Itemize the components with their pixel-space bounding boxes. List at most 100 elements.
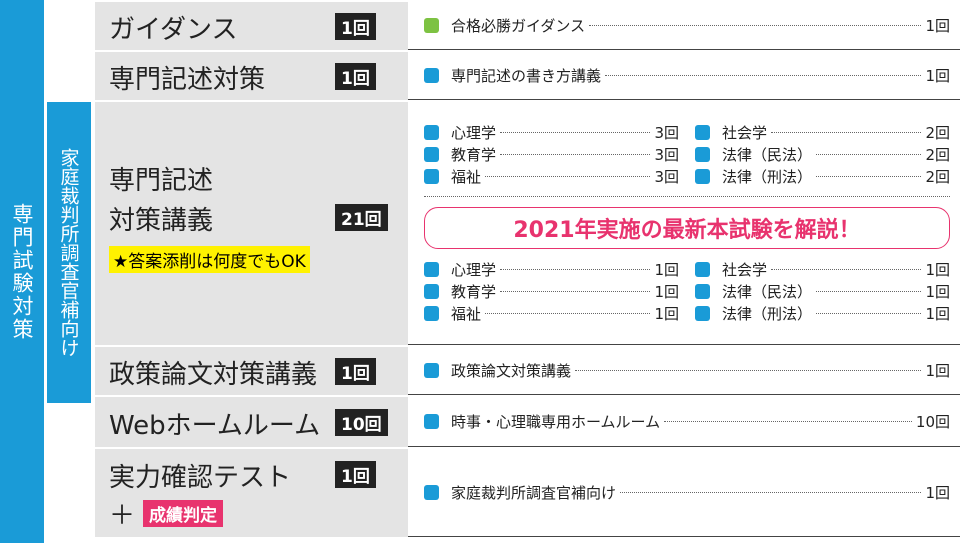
leader	[605, 75, 922, 76]
item-name: 法律（民法）	[722, 146, 813, 164]
row-title: 政策論文対策講義	[109, 360, 318, 390]
leader	[500, 154, 651, 155]
item: 政策論文対策講義 1回	[424, 360, 950, 382]
leader	[500, 132, 651, 133]
item: 時事・心理職専用ホームルーム 10回	[424, 411, 950, 433]
row-content: 家庭裁判所調査官補向け 1回	[408, 449, 960, 537]
item: 教育学 1回	[424, 281, 679, 303]
item-name: 時事・心理職専用ホームルーム	[451, 413, 661, 431]
sub-sidebar-label: 家庭裁判所調査官補向け	[57, 148, 80, 357]
marker	[424, 68, 439, 83]
marker	[424, 169, 439, 184]
note: ★答案添削は何度でもOK	[109, 246, 310, 273]
leader	[589, 25, 922, 26]
item-name: 家庭裁判所調査官補向け	[451, 484, 617, 502]
item-name: 法律（刑法）	[722, 305, 813, 323]
item: 福祉 1回	[424, 303, 679, 325]
row-title: 対策講義	[109, 206, 214, 236]
item-grid: 心理学 3回 社会学 2回 教育学 3回 法律（民法） 2回 福祉 3回 法律（刑法） 2回	[424, 122, 950, 188]
row: Webホームルーム 10回 時事・心理職専用ホームルーム 10回	[95, 397, 960, 447]
marker	[695, 169, 710, 184]
item-name: 専門記述の書き方講義	[451, 67, 602, 85]
marker	[424, 306, 439, 321]
item-name: 心理学	[451, 124, 497, 142]
row: 政策論文対策講義 1回 政策論文対策講義 1回	[95, 347, 960, 395]
item: 家庭裁判所調査官補向け 1回	[424, 482, 950, 504]
item-count: 1回	[654, 283, 679, 301]
row: 実力確認テスト 1回 ＋ 成績判定 家庭裁判所調査官補向け 1回	[95, 449, 960, 537]
row-content: 時事・心理職専用ホームルーム 10回	[408, 397, 960, 447]
item-count: 1回	[925, 67, 950, 85]
count-badge: 1回	[335, 358, 376, 385]
row-header: 専門記述 対策講義 21回 ★答案添削は何度でもOK	[95, 102, 408, 345]
row-content: 政策論文対策講義 1回	[408, 347, 960, 395]
item-count: 3回	[654, 146, 679, 164]
count-badge: 21回	[335, 204, 388, 231]
leader	[500, 291, 651, 292]
row: ガイダンス 1回 合格必勝ガイダンス 1回	[95, 2, 960, 50]
marker	[424, 18, 439, 33]
leader	[485, 313, 651, 314]
sidebar: 専門試験対策	[0, 0, 44, 543]
item: 合格必勝ガイダンス 1回	[424, 15, 950, 37]
row-title: Webホームルーム	[109, 411, 321, 441]
marker	[424, 485, 439, 500]
leader	[771, 132, 922, 133]
item: 心理学 3回	[424, 122, 679, 144]
marker	[695, 284, 710, 299]
marker	[424, 414, 439, 429]
item: 福祉 3回	[424, 166, 679, 188]
item-count: 1回	[925, 484, 950, 502]
item-count: 10回	[915, 413, 950, 431]
item: 法律（民法） 2回	[695, 144, 950, 166]
item-name: 福祉	[451, 305, 482, 323]
row-header: 政策論文対策講義 1回	[95, 347, 408, 395]
item: 法律（刑法） 1回	[695, 303, 950, 325]
item-count: 1回	[925, 17, 950, 35]
count-badge: 1回	[335, 13, 376, 40]
item: 心理学 1回	[424, 259, 679, 281]
marker	[424, 262, 439, 277]
extra-line: ＋ 成績判定	[109, 495, 224, 532]
item: 専門記述の書き方講義 1回	[424, 65, 950, 87]
leader	[620, 492, 922, 493]
leader	[816, 291, 922, 292]
item-count: 1回	[925, 283, 950, 301]
item-count: 3回	[654, 168, 679, 186]
row-title: 実力確認テスト	[109, 463, 292, 493]
marker	[695, 262, 710, 277]
item-name: 政策論文対策講義	[451, 362, 572, 380]
row-header: 実力確認テスト 1回 ＋ 成績判定	[95, 449, 408, 537]
rows: ガイダンス 1回 合格必勝ガイダンス 1回 専門記述対策 1回 専門記述の書き方講義 1回 専門…	[95, 2, 960, 539]
item-name: 社会学	[722, 261, 768, 279]
count-badge: 10回	[335, 409, 388, 436]
item-name: 法律（刑法）	[722, 168, 813, 186]
item-name: 心理学	[451, 261, 497, 279]
item: 社会学 2回	[695, 122, 950, 144]
item-count: 1回	[654, 261, 679, 279]
marker	[424, 284, 439, 299]
marker	[695, 147, 710, 162]
item-name: 社会学	[722, 124, 768, 142]
row-content: 合格必勝ガイダンス 1回	[408, 2, 960, 50]
tag: 成績判定	[143, 500, 224, 527]
item: 教育学 3回	[424, 144, 679, 166]
item-count: 2回	[925, 124, 950, 142]
row: 専門記述対策 1回 専門記述の書き方講義 1回	[95, 52, 960, 100]
item-name: 教育学	[451, 283, 497, 301]
item-count: 2回	[925, 168, 950, 186]
marker	[695, 125, 710, 140]
item-count: 3回	[654, 124, 679, 142]
item: 社会学 1回	[695, 259, 950, 281]
leader	[816, 313, 922, 314]
item-count: 1回	[925, 305, 950, 323]
row-title: 専門記述対策	[109, 65, 266, 95]
item-count: 1回	[654, 305, 679, 323]
leader	[575, 370, 922, 371]
count-badge: 1回	[335, 63, 376, 90]
marker	[424, 125, 439, 140]
sub-sidebar: 家庭裁判所調査官補向け	[45, 100, 93, 405]
item-count: 1回	[925, 362, 950, 380]
row-content: 専門記述の書き方講義 1回	[408, 52, 960, 100]
